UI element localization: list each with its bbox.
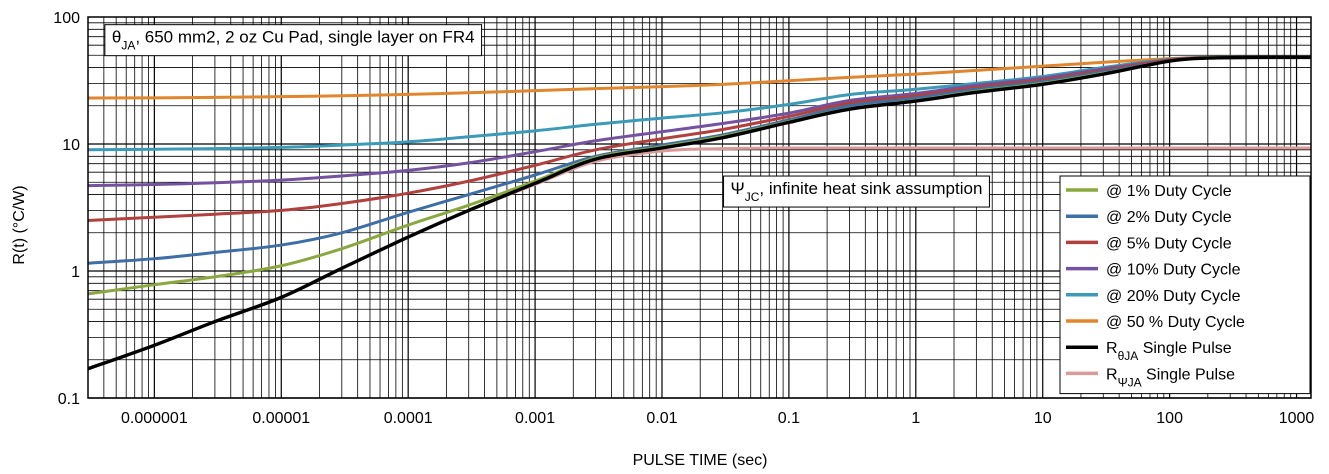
x-tick-label: 1 (911, 410, 920, 427)
y-tick-label: 0.1 (58, 391, 80, 408)
annotation-box (104, 24, 483, 57)
y-axis-label: R(t) (°C/W) (11, 185, 28, 264)
plot-border (87, 16, 1312, 399)
x-tick-label: 0.000001 (121, 410, 188, 427)
annotation-box (723, 175, 990, 208)
legend-label: @ 1% Duty Cycle (1106, 183, 1232, 200)
x-tick-label: 1000 (1279, 410, 1315, 427)
legend-label: @ 50 % Duty Cycle (1106, 314, 1245, 331)
legend-label: @ 20% Duty Cycle (1106, 288, 1241, 305)
x-tick-label: 0.001 (515, 410, 555, 427)
x-tick-label: 100 (1156, 410, 1183, 427)
tick-labels: 0.000001 0.00001 0.0001 0.001 0.01 0.1 1 10 100 1… (53, 10, 1314, 427)
annotations: θJA, 650 mm2, 2 oz Cu Pad, single layer … (104, 24, 990, 208)
legend-label: RθJA Single Pulse (1106, 340, 1232, 363)
x-tick-label: 0.0001 (384, 410, 433, 427)
annotation-2: ΨJC, infinite heat sink assumption (731, 179, 983, 204)
x-tick-label: 0.1 (778, 410, 800, 427)
legend-label: @ 5% Duty Cycle (1106, 235, 1232, 252)
series-line-4 (87, 55, 1311, 188)
legend-box (1059, 175, 1311, 395)
series-line-7 (87, 55, 1312, 371)
plot-frame (87, 16, 1312, 399)
series-line-6 (87, 55, 1311, 100)
legend: @ 1% Duty Cycle @ 2% Duty Cycle @ 5% Duty … (1059, 175, 1311, 395)
legend-label: @ 2% Duty Cycle (1106, 209, 1232, 226)
x-axis-label: PULSE TIME (sec) (633, 452, 768, 469)
y-tick-label: 1 (71, 264, 80, 281)
annotation-1: θJA, 650 mm2, 2 oz Cu Pad, single layer … (112, 28, 475, 53)
x-tick-label: 0.01 (646, 410, 677, 427)
series-group (87, 55, 1312, 371)
y-tick-label: 100 (53, 10, 80, 27)
legend-label: @ 10% Duty Cycle (1106, 262, 1241, 279)
series-line-5 (87, 55, 1311, 152)
x-tick-label: 10 (1034, 410, 1052, 427)
x-tick-label: 0.00001 (252, 410, 310, 427)
y-tick-label: 10 (62, 137, 80, 154)
legend-label: RΨJA Single Pulse (1106, 366, 1235, 389)
